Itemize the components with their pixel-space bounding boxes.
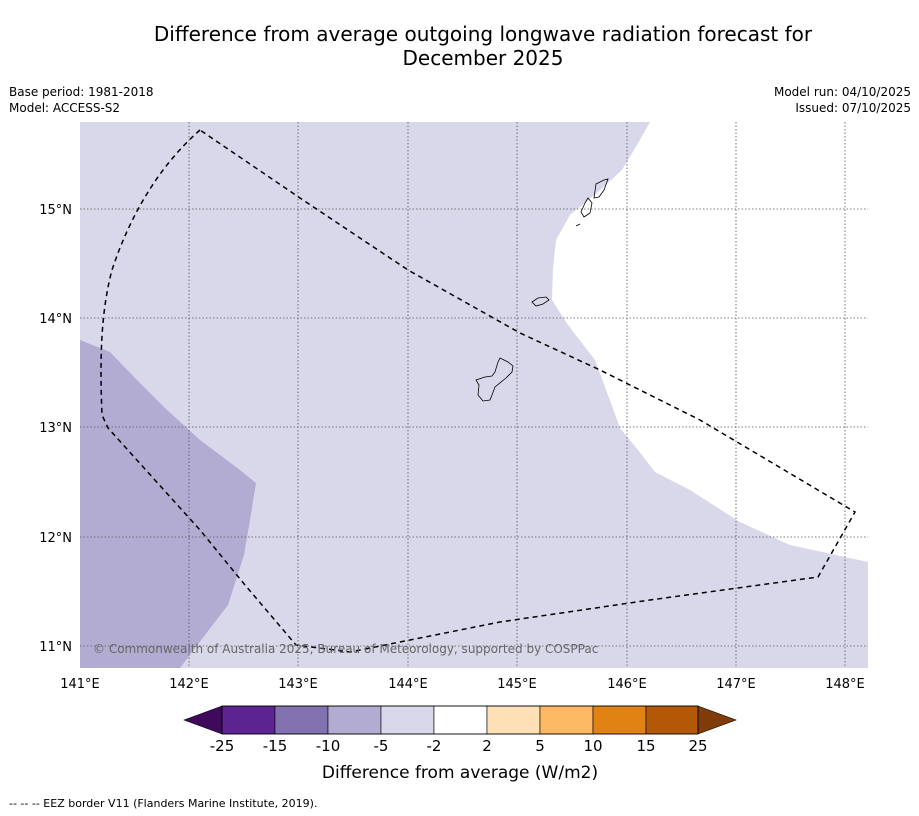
colorbar-seg-under <box>183 705 223 735</box>
lon-tick-145e: 145°E <box>497 677 537 692</box>
region-minus5-minus2 <box>80 122 868 668</box>
island-guam <box>475 357 514 402</box>
colorbar-seg-1 <box>221 705 276 735</box>
colorbar-seg-6 <box>486 705 541 735</box>
lon-tick-143e: 143°E <box>278 677 318 692</box>
lon-tick-146e: 146°E <box>607 677 647 692</box>
colorbar-label-2: -15 <box>263 737 288 755</box>
colorbar-seg-over <box>697 705 737 735</box>
colorbar-frame <box>221 705 699 735</box>
colorbar: -25 -15 -10 -5 -2 2 5 10 15 25 Differenc… <box>183 705 737 783</box>
chart-title: Difference from average outgoing longwav… <box>120 22 846 70</box>
island-aguijan <box>575 223 581 227</box>
lon-tick-147e: 147°E <box>716 677 756 692</box>
colorbar-label-7: 5 <box>535 737 545 755</box>
colorbar-seg-8 <box>592 705 647 735</box>
eez-border <box>100 129 857 653</box>
colorbar-label-1: -25 <box>210 737 235 755</box>
colorbar-seg-4 <box>380 705 435 735</box>
lat-tick-12n: 12°N <box>39 531 72 546</box>
region-minus10-minus5 <box>80 340 256 668</box>
island-saipan <box>593 178 609 199</box>
lat-tick-11n: 11°N <box>39 640 72 655</box>
colorbar-label-4: -5 <box>374 737 389 755</box>
base-period: Base period: 1981-2018 <box>9 85 154 99</box>
colorbar-seg-3 <box>327 705 382 735</box>
issued-date: Issued: 07/10/2025 <box>795 101 911 115</box>
model-name: Model: ACCESS-S2 <box>9 101 121 115</box>
lon-tick-141e: 141°E <box>60 677 100 692</box>
lat-tick-14n: 14°N <box>39 312 72 327</box>
colorbar-seg-7 <box>539 705 594 735</box>
model-run: Model run: 04/10/2025 <box>773 85 911 99</box>
colorbar-title: Difference from average (W/m2) <box>322 763 598 783</box>
lon-tick-148e: 148°E <box>825 677 865 692</box>
island-tinian <box>580 197 593 218</box>
colorbar-seg-9 <box>645 705 699 735</box>
lat-tick-13n: 13°N <box>39 421 72 436</box>
lon-tick-144e: 144°E <box>388 677 428 692</box>
island-rota <box>531 296 550 307</box>
colorbar-label-5: -2 <box>427 737 442 755</box>
lat-tick-labels: 15°N 14°N 13°N 12°N 11°N <box>39 203 72 655</box>
lon-tick-142e: 142°E <box>169 677 209 692</box>
colorbar-label-6: 2 <box>482 737 492 755</box>
colorbar-seg-2 <box>274 705 329 735</box>
title-line-1: Difference from average outgoing longwav… <box>153 22 813 46</box>
eez-footnote: -- -- -- EEZ border V11 (Flanders Marine… <box>9 797 318 810</box>
colorbar-label-9: 15 <box>636 737 655 755</box>
lon-tick-labels: 141°E 142°E 143°E 144°E 145°E 146°E 147°… <box>60 677 865 692</box>
lat-tick-15n: 15°N <box>39 203 72 218</box>
gridlines <box>80 122 868 668</box>
colorbar-label-8: 10 <box>583 737 602 755</box>
copyright-text: © Commonwealth of Australia 2025, Bureau… <box>93 642 598 656</box>
colorbar-seg-5 <box>433 705 488 735</box>
title-line-2: December 2025 <box>402 46 564 70</box>
meta-right: Model run: 04/10/2025 Issued: 07/10/2025 <box>774 84 911 116</box>
colorbar-label-3: -10 <box>316 737 341 755</box>
meta-left: Base period: 1981-2018 Model: ACCESS-S2 <box>9 84 154 116</box>
colorbar-label-10: 25 <box>688 737 707 755</box>
